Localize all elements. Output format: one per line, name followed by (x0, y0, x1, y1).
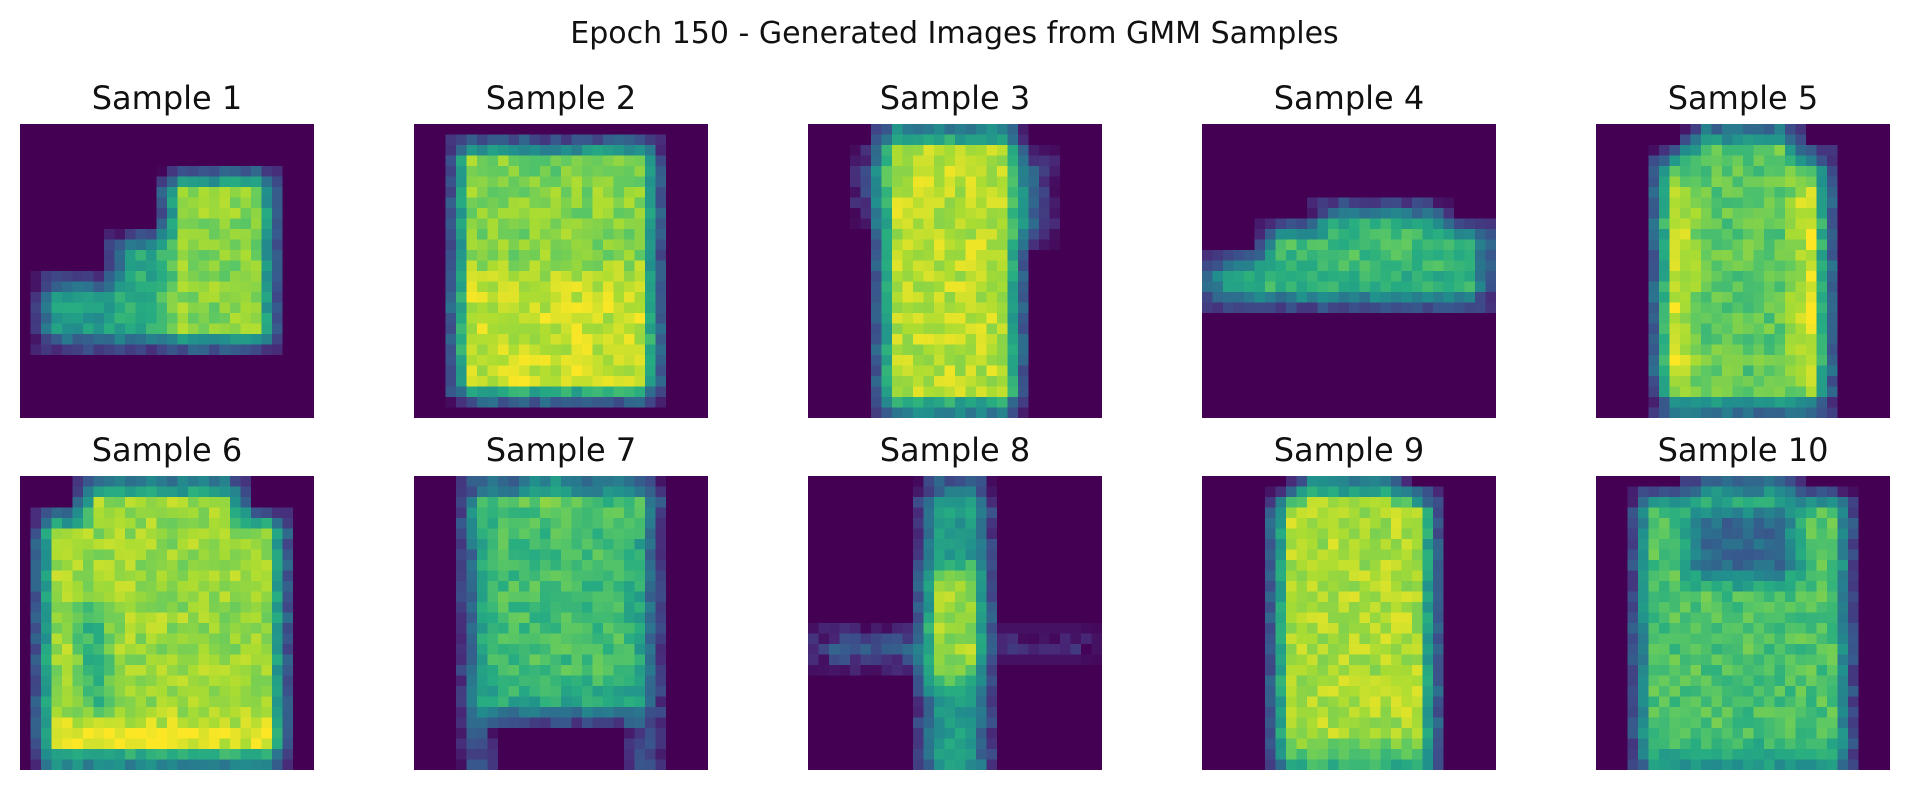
sample-panel-8: Sample 8 (808, 430, 1102, 770)
sample-panel-3: Sample 3 (808, 78, 1102, 418)
generated-image (414, 476, 708, 770)
sample-panel-6: Sample 6 (20, 430, 314, 770)
generated-image (1202, 124, 1496, 418)
sample-title: Sample 7 (485, 431, 637, 469)
generated-image (1596, 476, 1890, 770)
sample-panel-7: Sample 7 (414, 430, 708, 770)
generated-image (20, 124, 314, 418)
sample-title: Sample 6 (91, 431, 243, 469)
sample-panel-4: Sample 4 (1202, 78, 1496, 418)
sample-title: Sample 9 (1273, 431, 1425, 469)
generated-image (1596, 124, 1890, 418)
generated-image (1202, 476, 1496, 770)
sample-title: Sample 2 (485, 79, 637, 117)
generated-image (20, 476, 314, 770)
sample-panel-1: Sample 1 (20, 78, 314, 418)
sample-panel-5: Sample 5 (1596, 78, 1890, 418)
sample-title: Sample 5 (1667, 79, 1819, 117)
generated-image (808, 476, 1102, 770)
sample-title: Sample 3 (879, 79, 1031, 117)
sample-panel-9: Sample 9 (1202, 430, 1496, 770)
sample-title: Sample 1 (91, 79, 243, 117)
generated-image (808, 124, 1102, 418)
figure-title: Epoch 150 - Generated Images from GMM Sa… (570, 16, 1339, 51)
sample-title: Sample 8 (879, 431, 1031, 469)
sample-title: Sample 4 (1273, 79, 1425, 117)
sample-panel-2: Sample 2 (414, 78, 708, 418)
generated-image (414, 124, 708, 418)
sample-panel-10: Sample 10 (1596, 430, 1890, 770)
sample-title: Sample 10 (1657, 431, 1829, 469)
